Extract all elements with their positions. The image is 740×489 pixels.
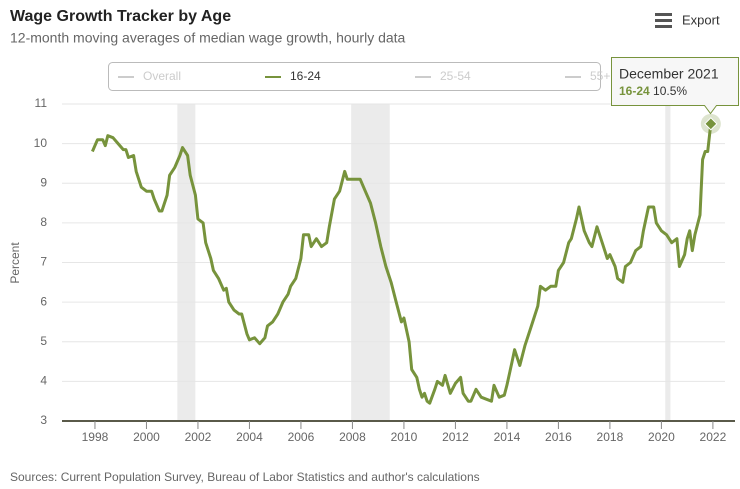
legend-item[interactable]: 55+ [590, 69, 610, 83]
y-tick-label: 6 [40, 294, 47, 308]
tooltip-title: December 2021 [619, 66, 719, 82]
x-tick-label: 2014 [494, 430, 521, 444]
tooltip-line: 16-24 10.5% [619, 84, 687, 98]
series-line [91, 123, 713, 405]
x-tick-label: 2000 [133, 430, 160, 444]
x-tick-label: 2004 [236, 430, 263, 444]
tooltip-box [611, 57, 739, 115]
menu-icon [655, 19, 672, 22]
y-tick-label: 9 [40, 175, 47, 189]
x-tick-label: 2022 [700, 430, 727, 444]
legend [108, 62, 601, 91]
chart-title: Wage Growth Tracker by Age [10, 8, 231, 25]
y-tick-label: 11 [35, 96, 48, 110]
y-tick-label: 10 [34, 136, 48, 150]
source: Sources: Current Population Survey, Bure… [10, 470, 480, 484]
y-tick-label: 4 [40, 374, 47, 388]
export-button[interactable]: Export [655, 12, 720, 28]
x-tick-label: 2020 [648, 430, 675, 444]
legend-item[interactable]: 16-24 [290, 69, 321, 83]
x-tick-label: 2016 [545, 430, 572, 444]
x-tick-label: 2002 [185, 430, 212, 444]
chart-subtitle: 12-month moving averages of median wage … [10, 30, 406, 46]
y-tick-label: 8 [40, 215, 47, 229]
legend-item[interactable]: Overall [143, 69, 181, 83]
hover-marker [704, 117, 718, 131]
y-axis-label: Percent [8, 242, 22, 284]
x-tick-label: 2010 [391, 430, 418, 444]
x-tick-label: 2006 [288, 430, 315, 444]
x-tick-label: 2008 [339, 430, 366, 444]
x-tick-label: 2012 [442, 430, 469, 444]
x-tick-label: 1998 [82, 430, 109, 444]
x-tick-label: 2018 [597, 430, 624, 444]
y-tick-label: 7 [40, 255, 47, 269]
menu-icon [655, 13, 672, 16]
tooltip-series: 16-24 [619, 84, 650, 98]
legend-item[interactable]: 25-54 [440, 69, 471, 83]
y-tick-label: 3 [40, 413, 47, 427]
menu-icon [655, 25, 672, 28]
y-tick-label: 5 [40, 334, 47, 348]
export-label[interactable]: Export [682, 12, 720, 27]
tooltip-value: 10.5% [653, 84, 687, 98]
